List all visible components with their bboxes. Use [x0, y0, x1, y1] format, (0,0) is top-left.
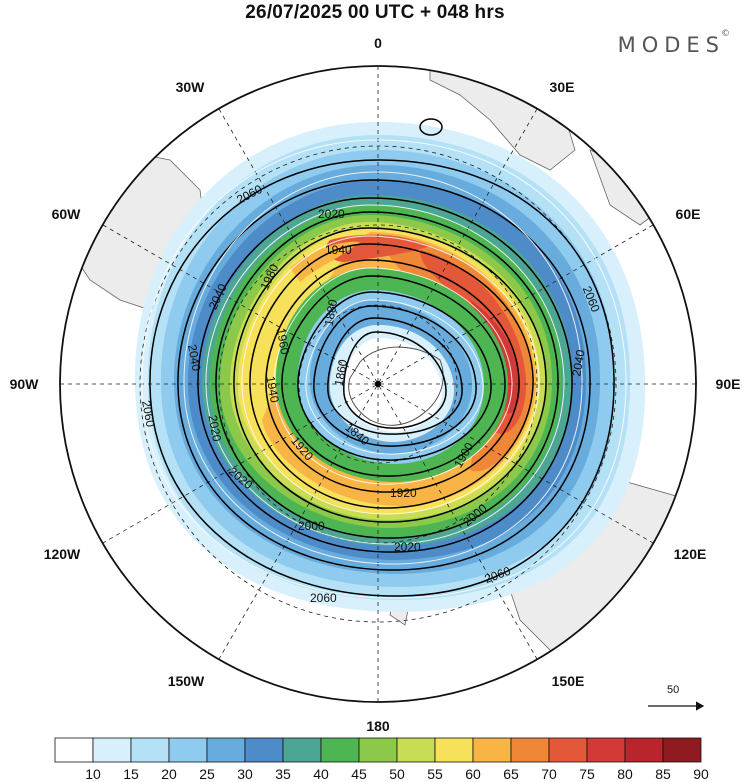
south-pole-dot: [375, 381, 381, 387]
colorbar-level-label: 30: [237, 766, 253, 782]
contour-label-1960: 1960: [274, 327, 292, 356]
map-disc: [60, 66, 696, 702]
colorbar-level-label: 85: [655, 766, 671, 782]
wind-reference-label: 50: [667, 684, 680, 696]
contour-label-2040-east: 2040: [569, 348, 587, 377]
colorbar-level-label: 60: [465, 766, 481, 782]
colorbar-level-label: 50: [389, 766, 405, 782]
lon-label-150e: 150E: [552, 673, 585, 689]
colorbar-swatch: [472, 737, 512, 763]
colorbar-swatch: [510, 737, 550, 763]
colorbar-level-label: 10: [85, 766, 101, 782]
colorbar-swatch: [206, 737, 246, 763]
contour-label-1920-south: 1920: [390, 486, 417, 500]
lon-label-90w: 90W: [10, 376, 40, 392]
colorbar-level-label: 65: [503, 766, 519, 782]
colorbar-level-label: 35: [275, 766, 291, 782]
colorbar-swatch: [168, 737, 208, 763]
contour-closed-small: [419, 118, 443, 136]
contour-label-1880: 1880: [322, 298, 340, 327]
colorbar-swatch: [320, 737, 360, 763]
colorbar-swatch: [244, 737, 284, 763]
contour-label-2020-north: 2020: [318, 207, 345, 221]
lon-label-90e: 90E: [716, 376, 741, 392]
colorbar-swatch: [54, 737, 94, 763]
lon-label-60e: 60E: [676, 206, 701, 222]
page-title: 26/07/2025 00 UTC + 048 hrs: [245, 2, 505, 23]
contour-label-2020-south: 2020: [394, 540, 421, 554]
contour-label-2000-sw: 2000: [298, 519, 325, 533]
contour-1860: [327, 317, 463, 435]
colorbar-level-label: 40: [313, 766, 329, 782]
brand-logo: MODES©: [617, 29, 734, 57]
contour-2020: [197, 197, 573, 553]
contour-1840: [343, 331, 447, 429]
contour-1940: [265, 259, 520, 493]
lon-label-60w: 60W: [52, 206, 82, 222]
contour-1900: [297, 291, 492, 461]
contour-1880: [313, 305, 477, 447]
brand-name: MODES: [617, 33, 725, 57]
contour-label-1940-north: 1940: [325, 243, 352, 257]
antarctica-coastline: [348, 346, 444, 426]
contour-1960: [249, 243, 534, 509]
colorbar-swatch: [434, 737, 474, 763]
colorbar-level-label: 25: [199, 766, 215, 782]
colorbar-swatch: [358, 737, 398, 763]
colorbar-swatch: [92, 737, 132, 763]
contour-2000: [215, 211, 559, 539]
contour-2040: [177, 179, 591, 571]
colorbar-swatch: [130, 737, 170, 763]
lon-label-0: 0: [374, 35, 382, 51]
colorbar-swatch: [662, 737, 702, 763]
contour-label-1860: 1860: [332, 358, 350, 387]
map-boundary: [59, 65, 697, 703]
colorbar-swatch: [396, 737, 436, 763]
contour-label-1940-west: 1940: [263, 375, 281, 404]
brand-mark: ©: [721, 29, 730, 39]
colorbar-swatch: [548, 737, 588, 763]
lon-label-180: 180: [366, 718, 390, 734]
colorbar-level-label: 75: [579, 766, 595, 782]
contour-label-2060-south: 2060: [310, 591, 337, 605]
lon-label-30e: 30E: [550, 79, 575, 95]
lon-label-120e: 120E: [674, 546, 707, 562]
contour-label-2060-west: 2060: [139, 399, 157, 428]
contour-1920: [281, 275, 506, 477]
wind-streamlines: [141, 139, 627, 599]
lon-label-30w: 30W: [176, 79, 206, 95]
colorbar-swatch: [282, 737, 322, 763]
lon-label-120w: 120W: [44, 546, 81, 562]
colorbar-level-label: 70: [541, 766, 557, 782]
contour-2060: [149, 159, 615, 597]
colorbar-level-label: 80: [617, 766, 633, 782]
colorbar-swatch: [624, 737, 664, 763]
colorbar: [54, 737, 702, 763]
colorbar-level-label: 20: [161, 766, 177, 782]
height-contours: [149, 118, 615, 597]
colorbar-swatch: [586, 737, 626, 763]
colorbar-level-label: 90: [693, 766, 709, 782]
contour-label-2040-west: 2040: [185, 343, 203, 372]
colorbar-level-label: 15: [123, 766, 139, 782]
colorbar-level-label: 45: [351, 766, 367, 782]
colorbar-level-label: 55: [427, 766, 443, 782]
contour-1980: [233, 227, 547, 523]
contour-label-2020-west: 2020: [206, 414, 224, 443]
lon-label-150w: 150W: [168, 673, 205, 689]
longitude-labels: 0 30E 60E 90E 120E 150E 180 150W 120W 90…: [10, 35, 741, 734]
